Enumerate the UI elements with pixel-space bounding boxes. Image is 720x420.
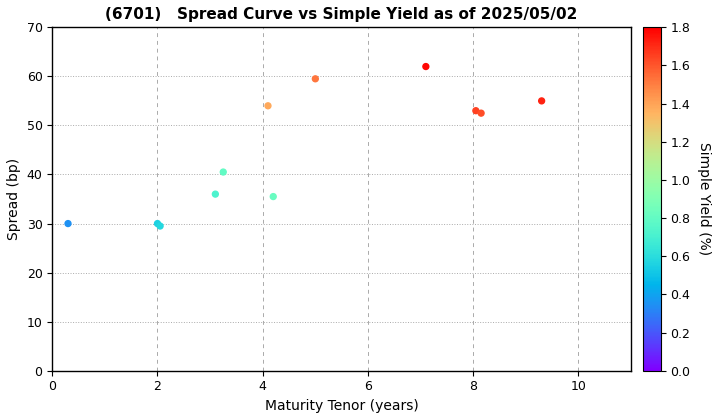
X-axis label: Maturity Tenor (years): Maturity Tenor (years) (265, 399, 418, 413)
Point (475, 110, 487, 116)
Title: (6701)   Spread Curve vs Simple Yield as of 2025/05/02: (6701) Spread Curve vs Simple Yield as o… (105, 7, 578, 22)
Point (210, 191, 221, 197)
Y-axis label: Spread (bp): Spread (bp) (7, 158, 21, 240)
Point (62, 220, 73, 227)
Point (268, 193, 279, 200)
Point (262, 102, 274, 109)
Point (217, 169, 229, 176)
Point (310, 76, 321, 82)
Point (536, 97, 547, 104)
Y-axis label: Simple Yield (%): Simple Yield (%) (697, 142, 711, 256)
Point (470, 108, 482, 114)
Point (152, 220, 163, 227)
Point (154, 223, 166, 229)
Point (420, 63, 431, 70)
